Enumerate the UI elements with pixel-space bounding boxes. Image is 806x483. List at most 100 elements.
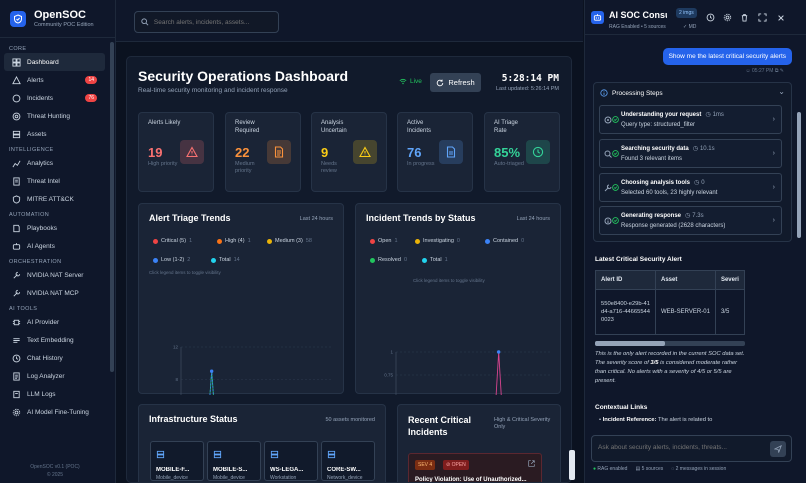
step-title: Searching security data ◷ 10.1s [621, 146, 715, 152]
legend-label: Critical (5) [161, 238, 187, 244]
trash-icon[interactable] [739, 12, 750, 23]
nav-section-label: AUTOMATION [9, 212, 50, 218]
processing-step[interactable]: Searching security data ◷ 10.1s Found 3 rel… [599, 139, 782, 168]
sidebar-item-nvidia-nat-mcp[interactable]: NVIDIA NAT MCP [4, 284, 105, 302]
refresh-button[interactable]: Refresh [430, 73, 481, 92]
expand-icon[interactable] [757, 12, 768, 23]
sidebar-item-incidents[interactable]: Incidents 76 [4, 89, 105, 107]
kpi-card[interactable]: Analysis Uncertain 9 Needs review [311, 112, 387, 192]
send-button[interactable] [770, 441, 786, 457]
llm-icon [12, 390, 21, 399]
legend-count: 0 [456, 238, 460, 244]
brain-icon [604, 116, 612, 124]
legend-item[interactable]: Open 1 [370, 238, 398, 244]
close-icon[interactable] [775, 12, 786, 23]
asset-type: Network_device [327, 475, 363, 481]
sidebar-item-log-analyzer[interactable]: Log Analyzer [4, 367, 105, 385]
legend-label: Total [219, 257, 231, 263]
sidebar-item-label: Chat History [27, 354, 63, 362]
sidebar-item-mitre-att-ck[interactable]: MITRE ATT&CK [4, 190, 105, 208]
sidebar-item-label: Playbooks [27, 224, 57, 232]
markdown-toggle[interactable]: ✓ MD [683, 24, 696, 30]
wrench-icon [12, 271, 21, 280]
processing-step[interactable]: Understanding your request ◷ 1ms Query type… [599, 105, 782, 134]
sidebar-item-ai-provider[interactable]: AI Provider [4, 313, 105, 331]
kpi-label: Alerts Likely [148, 120, 181, 126]
processing-step[interactable]: Generating response ◷ 7.3s Response generat… [599, 206, 782, 235]
legend-item[interactable]: Contained 0 [485, 238, 524, 244]
kpi-sub: High priority [148, 161, 178, 167]
legend-item[interactable]: Total 1 [422, 257, 448, 263]
triage-chart: 0481218:2622:2602:2606:2610:2614:26Now [173, 345, 333, 395]
settings-icon[interactable] [722, 12, 733, 23]
table-scrollbar[interactable] [595, 341, 745, 346]
incident-item[interactable]: SEV 4 ⊘ OPEN Policy Violation: Use of Un… [408, 453, 542, 482]
sidebar-item-ai-model-fine-tuning[interactable]: AI Model Fine-Tuning [4, 403, 105, 421]
legend-item[interactable]: Total 14 [211, 257, 240, 263]
table-cell: WEB-SERVER-01 [655, 289, 716, 335]
asset-card[interactable]: MOBILE-F... Mobile_device [150, 441, 204, 481]
sidebar-item-threat-intel[interactable]: Threat Intel [4, 172, 105, 190]
panel-title: AI SOC Consultant [609, 10, 667, 20]
processing-step[interactable]: Choosing analysis tools ◷ 0 Selected 60 too… [599, 173, 782, 202]
kpi-card[interactable]: Review Required 22 Medium priority [225, 112, 301, 192]
kpi-card[interactable]: AI Triage Rate 85% Auto-triaged [484, 112, 560, 192]
sidebar-item-threat-hunting[interactable]: Threat Hunting [4, 107, 105, 125]
clock-icon: ◷ [694, 180, 700, 186]
nav-section-label: AI TOOLS [9, 306, 38, 312]
edit-icon[interactable]: ✎ [779, 68, 784, 74]
incident-trends-range: Last 24 hours [516, 216, 550, 222]
images-badge[interactable]: 2 imgs [676, 8, 697, 18]
legend-item[interactable]: Critical (5) 1 [153, 238, 192, 244]
sidebar-item-ai-agents[interactable]: AI Agents [4, 237, 105, 255]
sev-badge: SEV 4 [415, 460, 436, 470]
history-icon[interactable] [705, 12, 716, 23]
asset-card[interactable]: WS-LEGA... Workstation [264, 441, 318, 481]
asset-card[interactable]: CORE-SW... Network_device [321, 441, 375, 481]
sidebar-item-nvidia-nat-server[interactable]: NVIDIA NAT Server [4, 266, 105, 284]
document-icon [267, 140, 291, 164]
response-content: Latest Critical Security Alert Alert ID … [593, 250, 746, 455]
kpi-card[interactable]: Alerts Likely 19 High priority [138, 112, 214, 192]
brand[interactable]: OpenSOC Community POC Edition [0, 0, 115, 38]
chat-input[interactable] [598, 444, 758, 451]
legend-item[interactable]: Investigating 0 [415, 238, 460, 244]
warning-icon [180, 140, 204, 164]
main-scrollbar[interactable] [569, 450, 575, 480]
doc-icon: ▤ [635, 466, 641, 472]
copy-icon[interactable]: ⧉ [774, 68, 779, 74]
step-title: Generating response ◷ 7.3s [621, 213, 704, 219]
kpi-card[interactable]: Active Incidents 76 In progress [397, 112, 473, 192]
asset-type: Mobile_device [156, 475, 188, 481]
data-point [209, 369, 214, 373]
global-search[interactable] [134, 11, 279, 33]
kpi-sub: Auto-triaged [494, 161, 524, 167]
search-input[interactable] [153, 18, 272, 26]
panel-scrollbar[interactable] [797, 112, 801, 238]
sidebar-scrollbar[interactable] [110, 42, 114, 372]
steps-header[interactable]: Processing Steps [600, 89, 663, 97]
sidebar-item-label: Assets [27, 130, 47, 138]
asset-card[interactable]: MOBILE-S... Mobile_device [207, 441, 261, 481]
sidebar-item-text-embedding[interactable]: Text Embedding [4, 331, 105, 349]
session-count: ◌ 2 messages in session [671, 466, 727, 472]
sidebar-item-dashboard[interactable]: Dashboard [4, 53, 105, 71]
sidebar-item-llm-logs[interactable]: LLM Logs [4, 385, 105, 403]
asset-type: Mobile_device [213, 475, 245, 481]
kpi-value: 19 [148, 145, 163, 160]
legend-item[interactable]: Low (1-2) 2 [153, 257, 190, 263]
legend-item[interactable]: Medium (3) 58 [267, 238, 312, 244]
sidebar-item-chat-history[interactable]: Chat History [4, 349, 105, 367]
sidebar-item-assets[interactable]: Assets [4, 125, 105, 143]
infra-title: Infrastructure Status [149, 414, 238, 424]
legend-item[interactable]: High (4) 1 [217, 238, 251, 244]
sidebar-item-playbooks[interactable]: Playbooks [4, 219, 105, 237]
sidebar-item-analytics[interactable]: Analytics [4, 154, 105, 172]
legend-label: Medium (3) [275, 238, 303, 244]
legend-item[interactable]: Resolved 0 [370, 257, 407, 263]
external-link-icon[interactable] [528, 460, 535, 467]
sidebar-item-alerts[interactable]: Alerts 14 [4, 71, 105, 89]
collapse-chevron-icon[interactable]: ⌄ [778, 87, 785, 96]
context-item: • Incident Reference: The alert is relat… [599, 417, 713, 423]
table-header: Alert ID [595, 270, 656, 290]
